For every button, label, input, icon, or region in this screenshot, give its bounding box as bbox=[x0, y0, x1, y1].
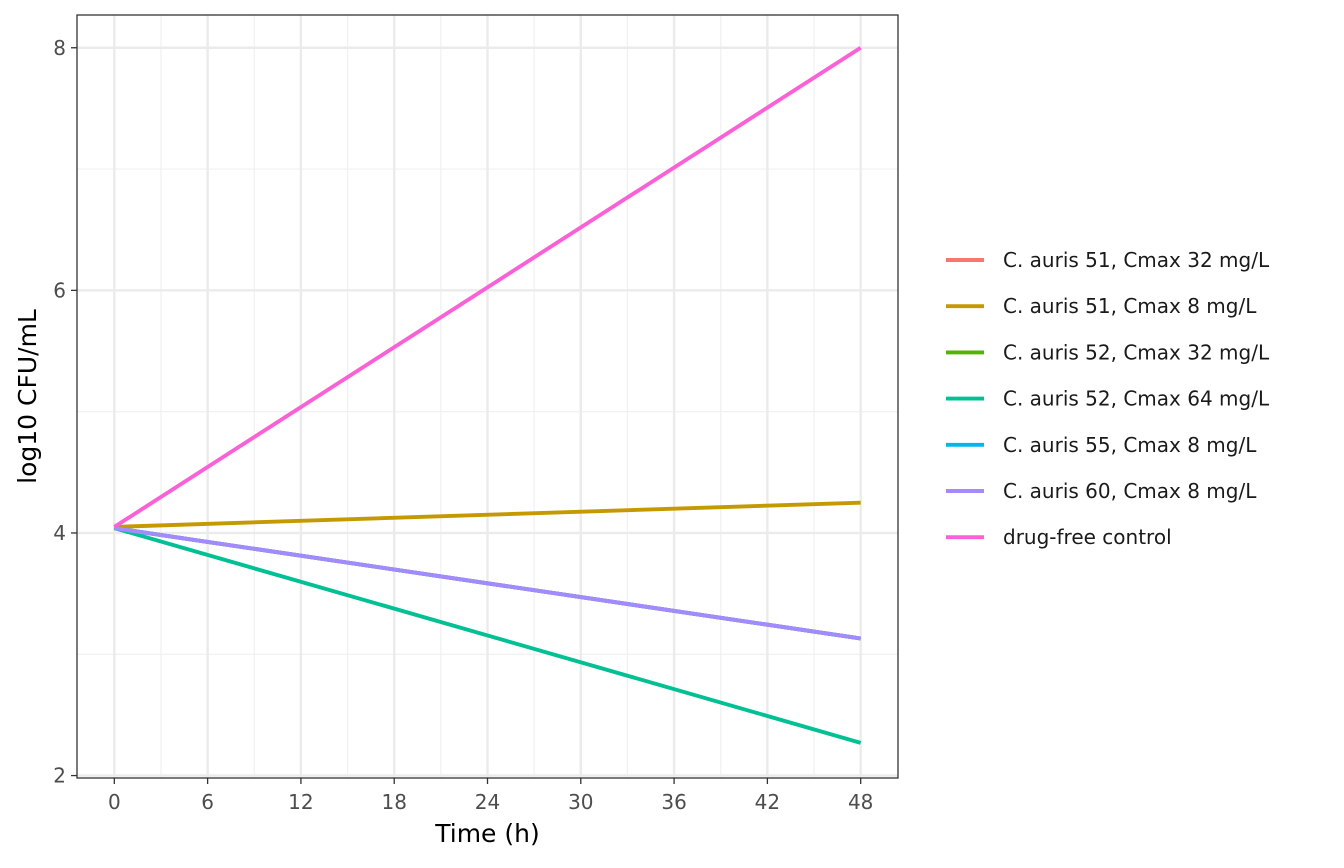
series-lines bbox=[113, 46, 862, 745]
grid-major bbox=[77, 15, 898, 778]
legend-label-2: C. auris 51, Cmax 8 mg/L bbox=[1003, 294, 1257, 318]
legend-label-6: C. auris 60, Cmax 8 mg/L bbox=[1003, 479, 1257, 503]
x-tick-label: 24 bbox=[475, 790, 500, 814]
x-axis: 0 6 12 18 24 30 36 42 48 bbox=[108, 778, 873, 814]
legend-label-1: C. auris 51, Cmax 32 mg/L bbox=[1003, 248, 1270, 272]
y-tick-label: 6 bbox=[53, 278, 66, 302]
x-tick-label: 30 bbox=[568, 790, 593, 814]
x-tick-label: 42 bbox=[755, 790, 780, 814]
x-axis-title: Time (h) bbox=[434, 819, 539, 848]
x-tick-label: 12 bbox=[288, 790, 313, 814]
x-tick-label: 18 bbox=[381, 790, 406, 814]
series-line-7 bbox=[113, 46, 862, 529]
series-line-4 bbox=[113, 526, 862, 745]
y-axis-title: log10 CFU/mL bbox=[13, 309, 42, 484]
y-tick-label: 8 bbox=[53, 36, 66, 60]
x-tick-label: 6 bbox=[201, 790, 214, 814]
series-line-2 bbox=[114, 500, 861, 529]
y-tick-label: 2 bbox=[53, 764, 66, 788]
legend-label-5: C. auris 55, Cmax 8 mg/L bbox=[1003, 433, 1257, 457]
x-tick-label: 0 bbox=[108, 790, 121, 814]
legend-label-7: drug-free control bbox=[1003, 525, 1172, 549]
x-tick-label: 48 bbox=[848, 790, 873, 814]
legend-label-3: C. auris 52, Cmax 32 mg/L bbox=[1003, 340, 1270, 364]
legend-label-4: C. auris 52, Cmax 64 mg/L bbox=[1003, 387, 1270, 411]
series-line-6 bbox=[114, 526, 861, 641]
x-tick-label: 36 bbox=[661, 790, 686, 814]
legend: C. auris 51, Cmax 32 mg/L C. auris 51, Cm… bbox=[946, 248, 1270, 549]
y-axis: 2 4 6 8 bbox=[53, 36, 77, 788]
y-tick-label: 4 bbox=[53, 521, 66, 545]
